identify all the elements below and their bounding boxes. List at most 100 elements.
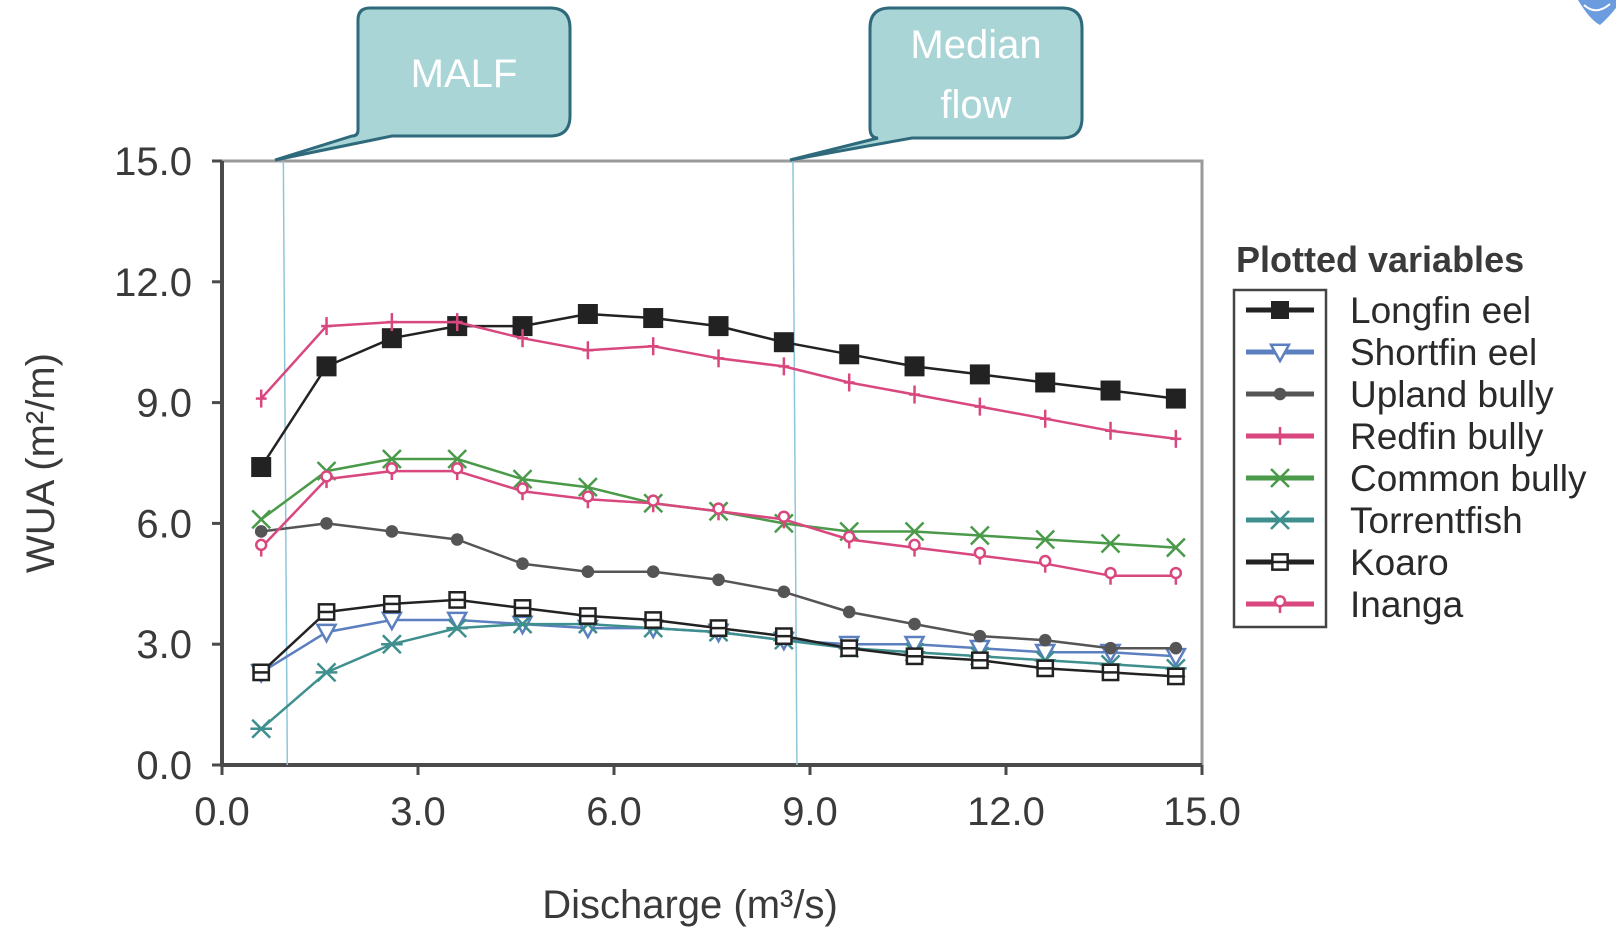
data-point-inanga xyxy=(1039,554,1052,573)
legend-marker xyxy=(1270,468,1290,488)
data-point-redfin-bully xyxy=(1039,409,1051,428)
data-point-upland-bully xyxy=(581,565,595,579)
data-point-redfin-bully xyxy=(1170,429,1182,448)
data-point-upland-bully xyxy=(646,565,660,579)
legend-marker xyxy=(1273,595,1287,613)
data-point-redfin-bully xyxy=(386,313,398,332)
series-line-inanga xyxy=(260,469,1176,577)
data-point-longfin-eel xyxy=(969,364,990,385)
data-point-longfin-eel xyxy=(773,332,794,353)
data-point-inanga xyxy=(255,538,268,557)
data-point-redfin-bully xyxy=(909,385,920,404)
legend-label: Shortfin eel xyxy=(1350,332,1537,373)
data-point-redfin-bully xyxy=(582,341,594,360)
legend-label: Redfin bully xyxy=(1350,416,1544,457)
legend-label: Koaro xyxy=(1350,542,1449,583)
data-point-torrentfish xyxy=(511,614,534,634)
legend-item-longfin-eel: Longfin eel xyxy=(1246,290,1531,331)
data-point-upland-bully xyxy=(516,557,529,570)
data-point-common-bully xyxy=(512,469,533,489)
data-point-redfin-bully xyxy=(843,373,855,392)
data-point-longfin-eel xyxy=(1100,380,1121,401)
data-point-upland-bully xyxy=(254,525,268,538)
logo-icon xyxy=(1578,0,1616,25)
legend-item-redfin-bully: Redfin bully xyxy=(1246,416,1544,457)
axis-ticks: 0.0 3.0 6.0 9.0 12.0 15.0 0.0 3.0 6.0 9.0 12.0 15.0 xyxy=(114,140,1241,834)
x-tick-label: 6.0 xyxy=(586,790,642,834)
data-point-redfin-bully xyxy=(778,357,790,376)
data-point-longfin-eel xyxy=(904,356,925,377)
data-point-common-bully xyxy=(381,449,402,469)
data-point-inanga xyxy=(451,462,464,481)
data-point-koaro xyxy=(644,611,663,629)
data-point-upland-bully xyxy=(973,629,987,643)
data-point-koaro xyxy=(252,663,271,682)
malf-callout-text: MALF xyxy=(411,52,518,96)
malf-line xyxy=(282,160,289,766)
legend-marker xyxy=(1271,553,1289,571)
y-axis-title: WUA (m²/m) xyxy=(19,353,63,573)
x-axis-title: Discharge (m³/s) xyxy=(542,883,838,927)
malf-callout: MALF xyxy=(274,6,572,162)
data-point-koaro xyxy=(709,619,728,637)
data-point-common-bully xyxy=(1035,529,1056,550)
data-point-inanga xyxy=(843,530,856,549)
data-point-longfin-eel xyxy=(839,344,860,365)
series-upland-bully xyxy=(254,517,1183,655)
legend-label: Inanga xyxy=(1350,584,1464,625)
data-point-inanga xyxy=(320,470,333,489)
median-flow-callout: Median flow xyxy=(789,6,1084,162)
series-longfin-eel xyxy=(251,304,1186,478)
data-point-common-bully xyxy=(1100,533,1121,554)
data-point-longfin-eel xyxy=(512,316,533,337)
legend-item-shortfin-eel: Shortfin eel xyxy=(1246,332,1537,373)
data-point-common-bully xyxy=(969,525,990,546)
data-point-redfin-bully xyxy=(517,329,528,348)
data-point-inanga xyxy=(647,494,660,513)
data-point-upland-bully xyxy=(1038,633,1052,647)
legend-marker xyxy=(1271,301,1289,319)
series-koaro xyxy=(252,591,1185,686)
data-point-redfin-bully xyxy=(255,389,267,408)
series-inanga xyxy=(255,462,1183,585)
data-point-longfin-eel xyxy=(381,328,402,349)
data-point-redfin-bully xyxy=(451,313,463,332)
data-point-longfin-eel xyxy=(251,457,272,478)
data-point-koaro xyxy=(382,595,401,613)
data-point-shortfin-eel xyxy=(446,611,469,632)
data-point-koaro xyxy=(513,599,532,617)
legend-label: Upland bully xyxy=(1350,374,1554,415)
data-point-shortfin-eel xyxy=(903,635,926,656)
data-point-inanga xyxy=(973,546,987,565)
legend-marker xyxy=(1269,510,1291,530)
data-point-inanga xyxy=(516,482,529,501)
data-point-inanga xyxy=(581,490,595,509)
data-point-upland-bully xyxy=(842,605,856,619)
data-point-koaro xyxy=(905,647,924,666)
data-point-koaro xyxy=(578,607,597,625)
median-callout-line2: flow xyxy=(940,83,1011,127)
data-point-torrentfish xyxy=(250,718,272,739)
data-point-koaro xyxy=(1101,663,1120,682)
data-point-inanga xyxy=(908,538,921,557)
data-point-shortfin-eel xyxy=(380,611,403,632)
data-point-redfin-bully xyxy=(713,349,724,368)
data-point-inanga xyxy=(1104,566,1117,585)
legend-label: Torrentfish xyxy=(1350,500,1523,541)
y-tick-label: 6.0 xyxy=(136,502,192,546)
data-point-inanga xyxy=(712,502,725,521)
legend-item-common-bully: Common bully xyxy=(1246,458,1587,499)
data-point-torrentfish xyxy=(446,618,468,638)
data-point-shortfin-eel xyxy=(315,623,338,644)
legend-item-koaro: Koaro xyxy=(1246,542,1449,583)
data-point-longfin-eel xyxy=(577,304,598,325)
data-point-koaro xyxy=(774,627,793,646)
data-point-upland-bully xyxy=(712,573,725,587)
data-point-upland-bully xyxy=(908,617,921,631)
data-point-redfin-bully xyxy=(647,337,659,356)
data-point-redfin-bully xyxy=(1105,421,1116,440)
legend-box xyxy=(1232,288,1328,629)
y-tick-label: 15.0 xyxy=(114,140,192,184)
data-point-torrentfish xyxy=(381,634,403,655)
